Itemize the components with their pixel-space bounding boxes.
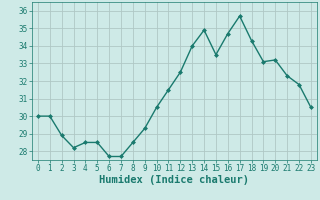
X-axis label: Humidex (Indice chaleur): Humidex (Indice chaleur) xyxy=(100,175,249,185)
